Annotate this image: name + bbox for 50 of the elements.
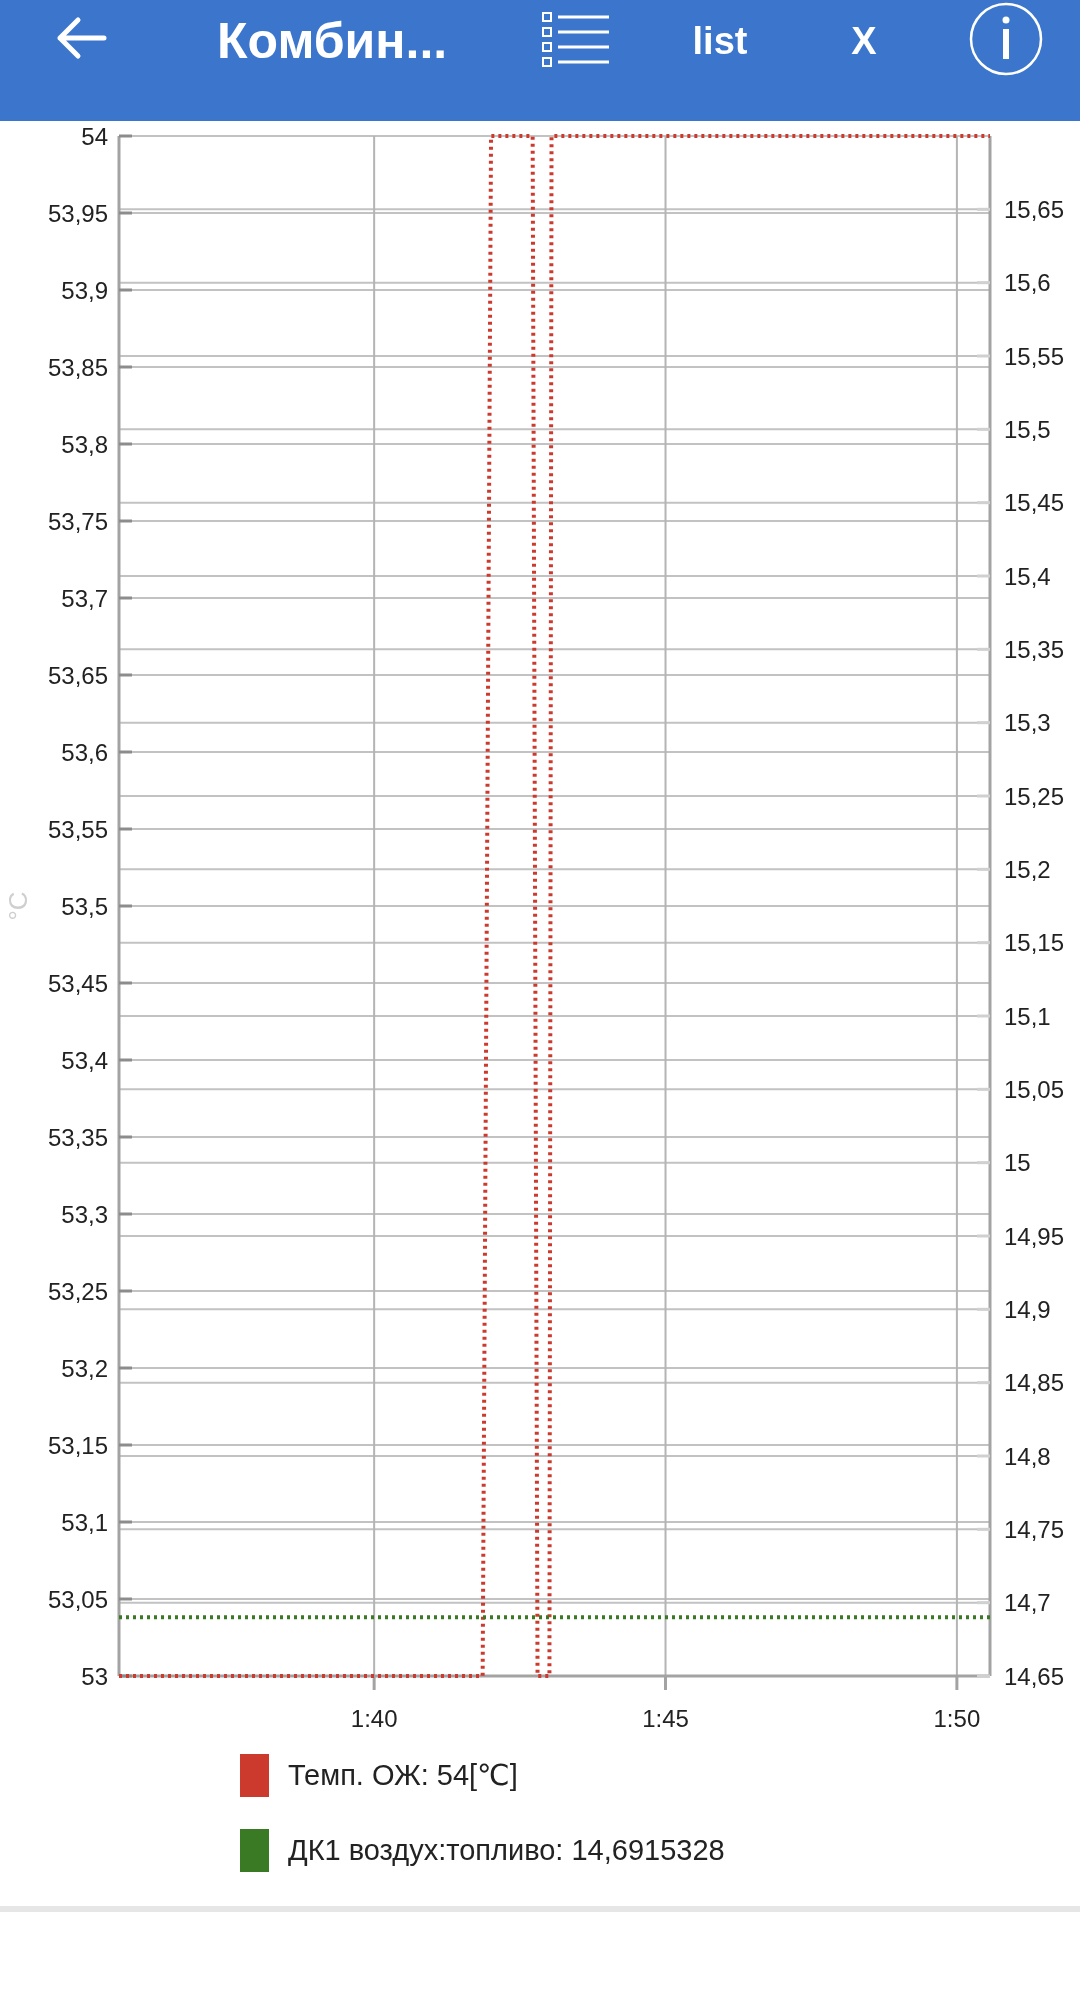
y-tick-label: 53,1 bbox=[61, 1508, 108, 1536]
y2-tick-label: 14,85 bbox=[1004, 1369, 1065, 1397]
y-tick-label: 53 bbox=[81, 1662, 108, 1690]
y2-tick-label: 14,7 bbox=[1004, 1589, 1051, 1617]
y-tick-label: 53,05 bbox=[47, 1585, 108, 1613]
y-tick-label: 53,55 bbox=[47, 815, 108, 843]
y-tick-label: 53,4 bbox=[61, 1046, 108, 1074]
y2-tick-label: 15,5 bbox=[1004, 415, 1051, 443]
y2-tick-label: 15,25 bbox=[1004, 782, 1065, 810]
y-tick-label: 53,45 bbox=[47, 969, 108, 997]
y2-tick-label: 15,15 bbox=[1004, 929, 1065, 957]
y2-tick-label: 15,55 bbox=[1004, 342, 1065, 370]
x-tick-label: 1:40 bbox=[350, 1704, 398, 1732]
y2-tick-label: 15,6 bbox=[1004, 269, 1051, 297]
y2-tick-label: 14,75 bbox=[1004, 1515, 1065, 1543]
y2-tick-label: 15,65 bbox=[1004, 195, 1065, 223]
y-tick-label: 53,75 bbox=[47, 507, 108, 535]
y-tick-label: 54 bbox=[81, 122, 108, 150]
x-tick-label: 1:50 bbox=[933, 1704, 981, 1732]
y-tick-label: 53,2 bbox=[61, 1354, 108, 1382]
y2-tick-label: 15,45 bbox=[1004, 489, 1065, 517]
y2-tick-label: 14,8 bbox=[1004, 1442, 1051, 1470]
y-tick-label: 53,15 bbox=[47, 1431, 108, 1459]
y-tick-label: 53,9 bbox=[61, 276, 108, 304]
legend-label: ДК1 воздух:топливо: 14,6915328 bbox=[288, 1834, 725, 1866]
y2-tick-label: 15,2 bbox=[1004, 855, 1051, 883]
y-tick-label: 53,65 bbox=[47, 661, 108, 689]
text: list bbox=[692, 20, 748, 62]
y-tick-label: 53,25 bbox=[47, 1277, 108, 1305]
y2-tick-label: 15,35 bbox=[1004, 635, 1065, 663]
y2-tick-label: 15,4 bbox=[1004, 562, 1051, 590]
y2-tick-label: 14,65 bbox=[1004, 1662, 1065, 1690]
y2-tick-label: 15,1 bbox=[1004, 1002, 1051, 1030]
y2-tick-label: 15 bbox=[1004, 1149, 1031, 1177]
y-tick-label: 53,5 bbox=[61, 892, 108, 920]
x-tick-label: 1:45 bbox=[642, 1704, 689, 1732]
y-tick-label: 53,8 bbox=[61, 430, 108, 458]
text: X bbox=[851, 20, 878, 62]
chart-title: Комбин... bbox=[217, 13, 448, 69]
y-tick-label: 53,3 bbox=[61, 1200, 108, 1228]
y2-tick-label: 15,3 bbox=[1004, 709, 1051, 737]
y-tick-label: 53,95 bbox=[47, 199, 108, 227]
y2-tick-label: 14,95 bbox=[1004, 1222, 1065, 1250]
y2-tick-label: 14,9 bbox=[1004, 1295, 1051, 1323]
y-tick-label: 53,85 bbox=[47, 353, 108, 381]
y-tick-label: 53,35 bbox=[47, 1123, 108, 1151]
y-tick-label: 53,6 bbox=[61, 738, 108, 766]
y-tick-label: 53,7 bbox=[61, 584, 108, 612]
legend-label: Темп. ОЖ: 54[℃] bbox=[288, 1759, 518, 1791]
y2-tick-label: 15,05 bbox=[1004, 1075, 1065, 1103]
